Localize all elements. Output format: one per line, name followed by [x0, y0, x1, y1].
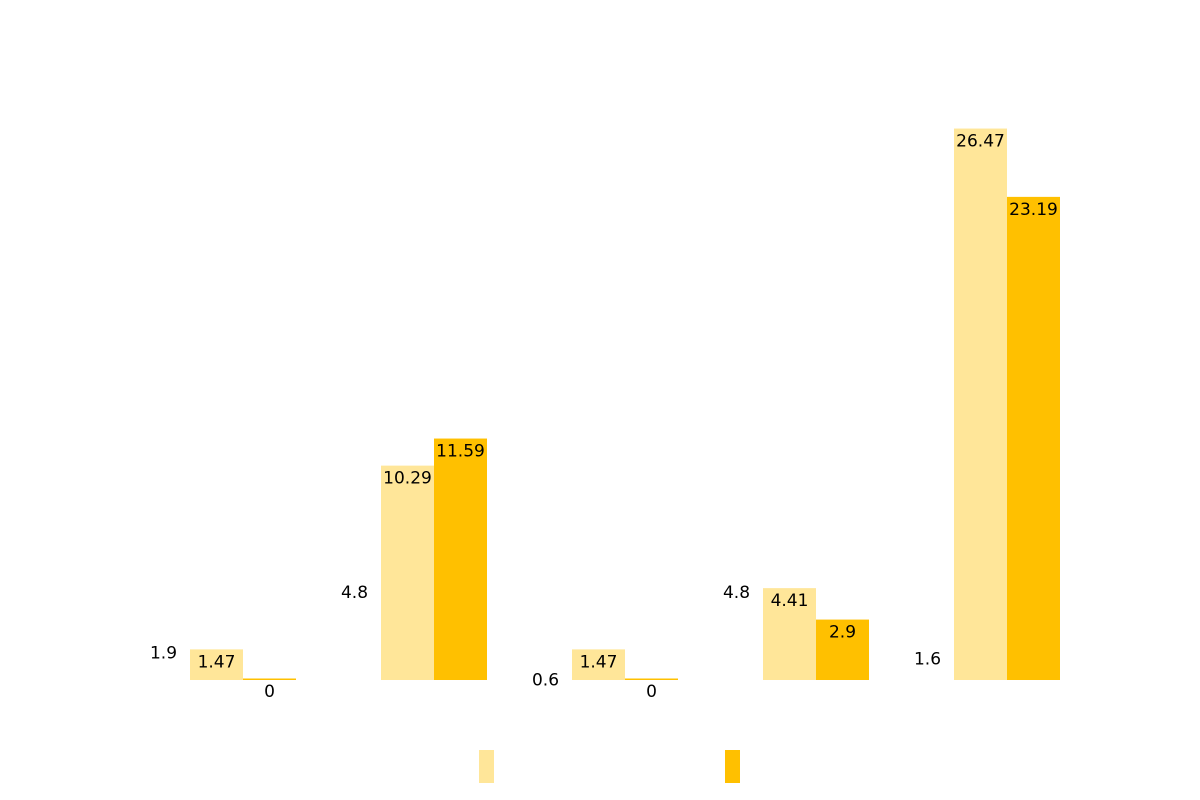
bar [243, 678, 296, 680]
bar [381, 465, 434, 680]
legend-swatch [479, 750, 494, 783]
bar [519, 667, 572, 680]
bar [901, 646, 954, 680]
data-label: 4.41 [771, 591, 809, 611]
bar [625, 678, 678, 680]
bar [137, 640, 190, 680]
data-label: 1.47 [580, 652, 618, 672]
bar [816, 619, 869, 680]
data-label: 0 [264, 682, 275, 702]
legend-swatch [725, 750, 740, 783]
data-label: 0 [646, 682, 657, 702]
bar [572, 649, 625, 680]
bar [1007, 196, 1060, 680]
data-label: 1.6 [914, 650, 941, 670]
legend-swatch [233, 750, 248, 783]
bar [434, 438, 487, 680]
bar [763, 588, 816, 680]
data-label: 10.29 [383, 469, 432, 489]
data-label: 1.9 [150, 643, 177, 663]
data-label: 4.8 [341, 583, 368, 603]
data-label: 23.19 [1009, 200, 1058, 220]
data-label: 11.59 [436, 442, 485, 462]
bar [190, 649, 243, 680]
data-label: 26.47 [956, 132, 1005, 152]
bar [328, 580, 381, 680]
bar [710, 580, 763, 680]
data-label: 0.6 [532, 671, 559, 691]
data-label: 2.9 [829, 623, 856, 643]
data-label: 4.8 [723, 583, 750, 603]
bar [954, 128, 1007, 680]
data-label: 1.47 [198, 652, 236, 672]
